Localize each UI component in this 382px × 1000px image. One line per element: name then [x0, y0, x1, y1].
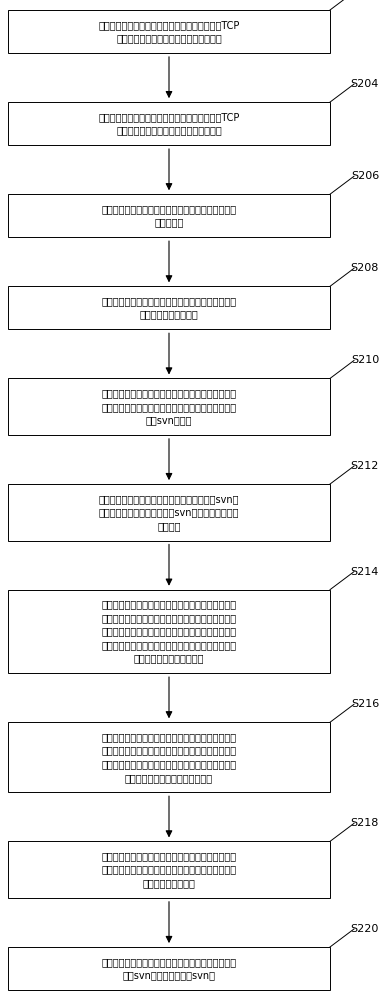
Text: 技术开发人员本地启动提表工具，提表工具里的TCP
网络客户端启动去连接配置表管理服务器: 技术开发人员本地启动提表工具，提表工具里的TCP 网络客户端启动去连接配置表管理… [98, 112, 240, 135]
Text: 技术开发人员通过提表工具将游戏策划人员发布文件
通过svn提交到游戏代码svn上: 技术开发人员通过提表工具将游戏策划人员发布文件 通过svn提交到游戏代码svn上 [102, 957, 236, 980]
Text: S218: S218 [351, 818, 379, 828]
Text: S210: S210 [351, 355, 379, 365]
Text: 游戏策划人员通过导表工具上的导表组件对策划配置
表进行导表操作，导出游戏代码配置文件到本地策划
代码svn目录下: 游戏策划人员通过导表工具上的导表组件对策划配置 表进行导表操作，导出游戏代码配置… [102, 388, 236, 425]
Text: 游戏策划人员通过导表工具将导出到策划代码svn目
录下的待更新的配置文件进行svn提交，并记录提交
文件列表: 游戏策划人员通过导表工具将导出到策划代码svn目 录下的待更新的配置文件进行sv… [99, 494, 239, 531]
Bar [8, 947, 330, 990]
Text: 游戏策划人员通过导表工具上的表检查组件对待导表
的策划配置表进行检查: 游戏策划人员通过导表工具上的表检查组件对待导表 的策划配置表进行检查 [102, 296, 236, 320]
Text: S220: S220 [351, 924, 379, 934]
Bar [8, 722, 330, 792]
Text: S206: S206 [351, 171, 379, 181]
Text: 游戏策划人员通过导表工具选择一个或多个策划配置
表进行导表: 游戏策划人员通过导表工具选择一个或多个策划配置 表进行导表 [102, 204, 236, 228]
Text: 游戏策划人员确认配置效果后，通过导表工具发送请
求给配置表管理服务器将自身同步的配置文件进行发
布，配置表管理服务器广播通知各技术开发人员本地
启动的提表工具进: 游戏策划人员确认配置效果后，通过导表工具发送请 求给配置表管理服务器将自身同步的… [102, 732, 236, 783]
Bar [8, 484, 330, 541]
Bar [8, 194, 330, 237]
Text: 游戏策划人员本地启动导表工具，导表工具里的TCP
网络客户端启动去连接配置表管理服务器: 游戏策划人员本地启动导表工具，导表工具里的TCP 网络客户端启动去连接配置表管理… [98, 20, 240, 43]
Bar [8, 102, 330, 145]
Text: 技术开发人员本地提表工具在接收到发布文件后，选
择游戏策划人员发布文件和游戏对应代码配置文件最
新版本进行对比查看: 技术开发人员本地提表工具在接收到发布文件后，选 择游戏策划人员发布文件和游戏对应… [102, 851, 236, 888]
Text: S212: S212 [351, 461, 379, 471]
Text: S214: S214 [351, 567, 379, 577]
Bar [8, 10, 330, 53]
Text: S208: S208 [351, 263, 379, 273]
Text: S204: S204 [351, 79, 379, 89]
Text: S216: S216 [351, 699, 379, 709]
Bar [8, 286, 330, 329]
Bar [8, 841, 330, 898]
Bar [8, 590, 330, 673]
Bar [8, 378, 330, 435]
Text: 游戏策划人员将导出的待更新的文件通过导表工具发
送同步请求给配置表管理服务器，配置表管理服务器
将更新的配置文件同步到策划游戏体验服务器和游戏
策划人员本地游戏: 游戏策划人员将导出的待更新的文件通过导表工具发 送同步请求给配置表管理服务器，配… [102, 599, 236, 664]
